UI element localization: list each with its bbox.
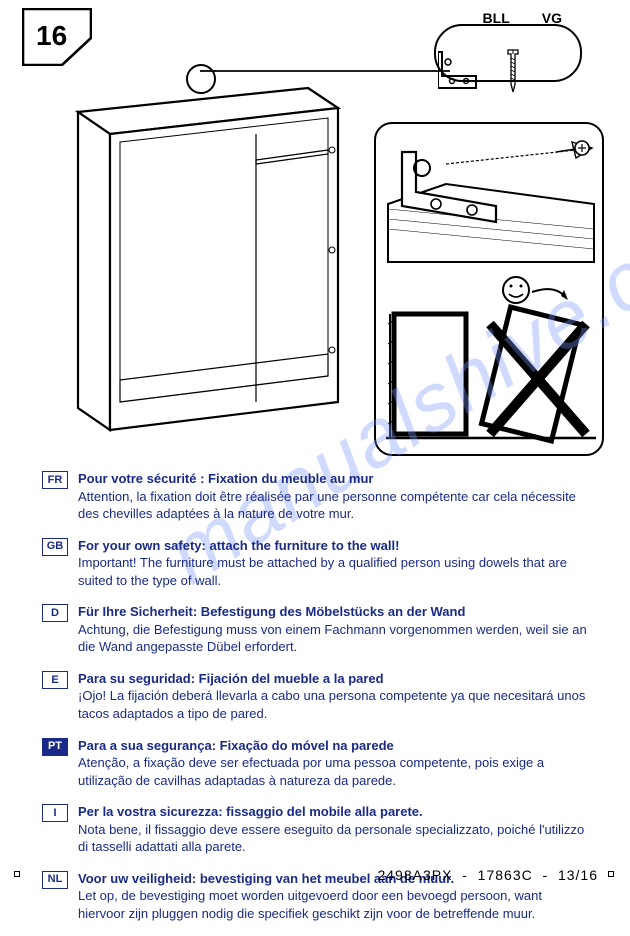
lang-title: Para su seguridad: Fijación del mueble a… — [78, 670, 588, 688]
wall-mount-detail — [386, 134, 596, 264]
lang-text: Para su seguridad: Fijación del mueble a… — [78, 670, 588, 723]
lang-code: I — [42, 804, 68, 822]
lang-block-pt: PT Para a sua segurança: Fixação do móvel… — [42, 737, 588, 790]
lang-block-d: D Für Ihre Sicherheit: Befestigung des Mö… — [42, 603, 588, 656]
lang-block-e: E Para su seguridad: Fijación del mueble … — [42, 670, 588, 723]
lang-title: Pour votre sécurité : Fixation du meuble… — [78, 470, 588, 488]
lang-code: PT — [42, 738, 68, 756]
page: 16 BLL VG — [0, 0, 630, 893]
lang-title: Per la vostra sicurezza: fissaggio del m… — [78, 803, 588, 821]
lang-code: D — [42, 604, 68, 622]
lang-title: Für Ihre Sicherheit: Befestigung des Möb… — [78, 603, 588, 621]
screw-icon — [506, 48, 520, 94]
lang-title: For your own safety: attach the furnitur… — [78, 537, 588, 555]
lang-code: GB — [42, 538, 68, 556]
leader-line — [200, 70, 450, 72]
lang-body: Important! The furniture must be attache… — [78, 554, 588, 589]
lang-text: Para a sua segurança: Fixação do móvel n… — [78, 737, 588, 790]
inset-panel — [374, 122, 604, 456]
lang-block-gb: GB For your own safety: attach the furnit… — [42, 537, 588, 590]
lang-body: Achtung, die Befestigung muss von einem … — [78, 621, 588, 656]
lang-code: E — [42, 671, 68, 689]
lang-body: Atenção, a fixação deve ser efectuada po… — [78, 754, 588, 789]
lang-text: Per la vostra sicurezza: fissaggio del m… — [78, 803, 588, 856]
registration-marks — [14, 871, 614, 881]
tipping-warning — [386, 274, 596, 444]
lang-block-fr: FR Pour votre sécurité : Fixation du meub… — [42, 470, 588, 523]
lang-body: Nota bene, il fissaggio deve essere eseg… — [78, 821, 588, 856]
lang-text: Für Ihre Sicherheit: Befestigung des Möb… — [78, 603, 588, 656]
lang-text: Pour votre sécurité : Fixation du meuble… — [78, 470, 588, 523]
lang-title: Para a sua segurança: Fixação do móvel n… — [78, 737, 588, 755]
lang-body: Attention, la fixation doit être réalisé… — [78, 488, 588, 523]
lang-body: ¡Ojo! La fijación deberá llevarla a cabo… — [78, 687, 588, 722]
lang-code: FR — [42, 471, 68, 489]
lang-text: For your own safety: attach the furnitur… — [78, 537, 588, 590]
cabinet-drawing — [58, 80, 348, 442]
lang-block-i: I Per la vostra sicurezza: fissaggio del … — [42, 803, 588, 856]
hardware-callout — [434, 24, 582, 82]
